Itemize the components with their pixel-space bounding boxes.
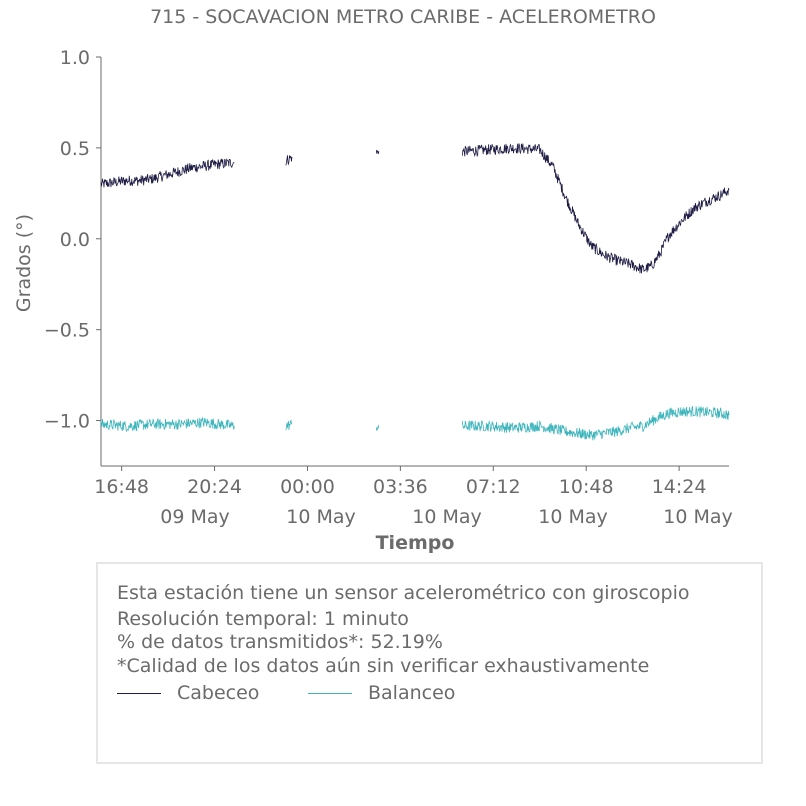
- x-tick-time-label: 10:48: [559, 476, 614, 498]
- x-tick-date-label: 09 May: [160, 506, 230, 528]
- info-box: Esta estación tiene un sensor aceleromét…: [96, 562, 763, 764]
- y-tick-label: −0.5: [44, 320, 90, 342]
- axes: [100, 57, 729, 467]
- y-tick-label: 0.5: [60, 138, 90, 160]
- x-tick-date-label: 10 May: [538, 506, 608, 528]
- x-tick-date-label: 10 May: [286, 506, 356, 528]
- series-line-cabeceo-segment-4: [461, 143, 730, 274]
- legend-swatch-balanceo: [308, 693, 352, 694]
- legend-label-cabeceo: Cabeceo: [177, 682, 260, 704]
- x-tick-time-label: 03:36: [373, 476, 428, 498]
- legend-swatch-cabeceo: [117, 693, 161, 694]
- y-tick-label: −1.0: [44, 411, 90, 433]
- chart-plot: 1.0 0.5 0.0 −0.5 −1.0 16:48 20:24 00:00 03:36 07:…: [13, 47, 733, 554]
- series-layer: [100, 143, 730, 441]
- x-tick-time-label: 16:48: [94, 476, 149, 498]
- legend-label-balanceo: Balanceo: [368, 682, 456, 704]
- x-tick-time-label: 20:24: [187, 476, 242, 498]
- x-tick-date-label: 10 May: [412, 506, 482, 528]
- y-axis-label: Grados (°): [13, 214, 35, 312]
- info-transmitted-text: % de datos transmitidos*: 52.19%: [117, 631, 443, 653]
- info-resolution-text: Resolución temporal: 1 minuto: [117, 608, 409, 630]
- x-tick-time-label: 07:12: [466, 476, 521, 498]
- series-line-balanceo-segment-2: [285, 419, 293, 431]
- info-sensor-text: Esta estación tiene un sensor aceleromét…: [117, 582, 690, 604]
- x-axis-label: Tiempo: [376, 532, 455, 554]
- ticks-layer: 1.0 0.5 0.0 −0.5 −1.0 16:48 20:24 00:00 03:36 07:…: [44, 47, 733, 528]
- chart-title: 715 - SOCAVACION METRO CARIBE - ACELEROM…: [150, 6, 656, 28]
- x-tick-time-label: 00:00: [280, 476, 335, 498]
- y-tick-label: 1.0: [60, 47, 90, 69]
- series-line-balanceo-segment-3: [375, 424, 380, 431]
- y-tick-label: 0.0: [60, 229, 90, 251]
- series-line-balanceo-segment-4: [461, 405, 730, 441]
- x-tick-time-label: 14:24: [652, 476, 707, 498]
- info-quality-note: *Calidad de los datos aún sin verificar …: [117, 655, 650, 677]
- series-line-balanceo-segment-1: [100, 416, 235, 433]
- series-line-cabeceo-segment-2: [285, 155, 293, 166]
- series-line-cabeceo-segment-1: [100, 158, 235, 188]
- x-tick-date-label: 10 May: [663, 506, 733, 528]
- series-line-cabeceo-segment-3: [375, 149, 380, 154]
